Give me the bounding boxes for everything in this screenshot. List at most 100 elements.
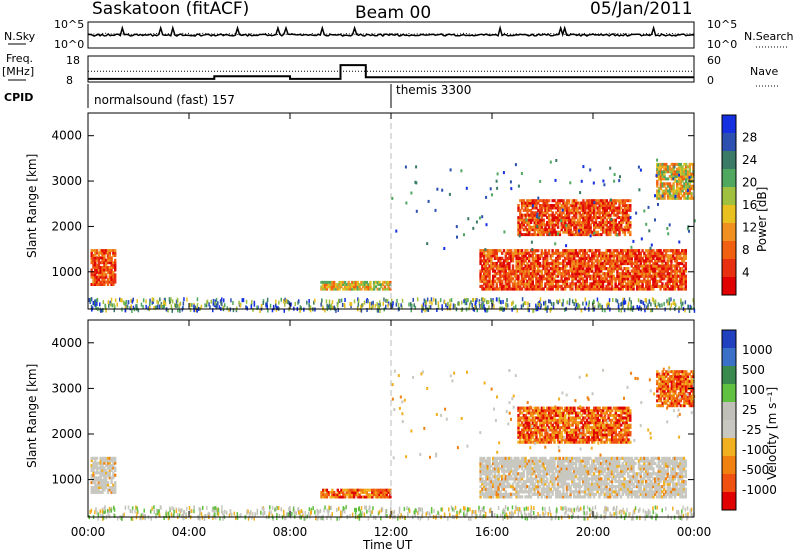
velocity-echo-cell bbox=[488, 456, 491, 460]
velocity-echo-cell bbox=[553, 459, 556, 463]
power-echo-cell bbox=[576, 223, 580, 227]
power-echo-cell bbox=[661, 184, 664, 188]
velocity-echo-cell bbox=[362, 488, 365, 492]
power-echo-cell bbox=[583, 279, 587, 283]
power-echo-cell bbox=[549, 221, 553, 224]
power-echo-cell bbox=[675, 284, 678, 288]
velocity-echo-cell bbox=[365, 495, 368, 499]
velocity-echo-cell bbox=[574, 469, 578, 473]
velocity-echo-cell bbox=[526, 485, 529, 489]
power-echo-cell bbox=[108, 280, 111, 284]
power-echo-cell bbox=[621, 259, 624, 263]
velocity-echo-cell bbox=[513, 477, 516, 481]
power-echo-cell bbox=[520, 218, 524, 222]
power-echo-cell bbox=[376, 280, 379, 284]
velocity-echo-cell bbox=[601, 459, 605, 463]
power-echo-cell bbox=[659, 196, 663, 200]
power-echo-cell bbox=[556, 287, 560, 291]
velocity-echo-cell bbox=[582, 477, 585, 481]
power-echo-cell bbox=[574, 269, 578, 273]
power-scatter-cell bbox=[132, 305, 135, 310]
power-echo-cell bbox=[668, 282, 671, 286]
velocity-echo-cell bbox=[360, 495, 363, 499]
power-echo-cell bbox=[582, 216, 585, 220]
power-echo-cell bbox=[685, 191, 688, 195]
velocity-echo-cell bbox=[605, 464, 608, 468]
power-echo-cell bbox=[654, 267, 657, 271]
power-speckle-cell bbox=[531, 204, 534, 208]
velocity-echo-cell bbox=[383, 495, 387, 499]
power-echo-cell bbox=[591, 218, 594, 222]
power-echo-cell bbox=[630, 264, 633, 268]
noise-panel: N.Sky 10^5 10^0 10^5 10^0 N.Search bbox=[4, 18, 794, 51]
power-speckle-cell bbox=[395, 229, 398, 233]
velocity-echo-cell bbox=[520, 472, 524, 476]
velocity-echo-cell bbox=[529, 490, 533, 494]
power-echo-cell bbox=[591, 287, 594, 291]
velocity-echo-cell bbox=[92, 456, 95, 460]
velocity-echo-cell bbox=[574, 482, 578, 486]
power-echo-cell bbox=[621, 254, 624, 258]
power-echo-cell bbox=[560, 251, 563, 255]
velocity-echo-cell bbox=[349, 495, 352, 499]
power-echo-cell bbox=[499, 287, 502, 291]
velocity-echo-cell bbox=[95, 478, 99, 482]
velocity-echo-cell bbox=[488, 474, 491, 478]
power-echo-cell bbox=[580, 254, 583, 258]
velocity-echo-cell bbox=[94, 486, 97, 489]
velocity-echo-cell bbox=[560, 464, 563, 468]
power-echo-cell bbox=[610, 269, 614, 273]
power-echo-cell bbox=[580, 206, 583, 210]
power-echo-cell bbox=[94, 280, 97, 284]
power-echo-cell bbox=[560, 272, 563, 276]
velocity-echo-cell bbox=[492, 461, 495, 466]
power-echo-cell bbox=[605, 279, 608, 283]
power-echo-cell bbox=[627, 272, 630, 276]
power-echo-cell bbox=[571, 269, 574, 273]
velocity-echo-cell bbox=[105, 464, 108, 468]
velocity-echo-cell bbox=[327, 491, 330, 494]
velocity-echo-cell bbox=[528, 495, 531, 499]
power-echo-cell bbox=[657, 167, 661, 171]
velocity-echo-cell bbox=[603, 467, 606, 471]
velocity-echo-cell bbox=[538, 467, 542, 471]
velocity-echo-cell bbox=[610, 477, 614, 481]
power-echo-cell bbox=[618, 287, 621, 291]
power-speckle-cell bbox=[472, 226, 475, 230]
power-echo-cell bbox=[571, 272, 574, 276]
power-echo-cell bbox=[692, 196, 695, 200]
velocity-echo-cell bbox=[569, 477, 572, 481]
power-echo-cell bbox=[593, 225, 596, 229]
power-echo-cell bbox=[628, 249, 632, 253]
power-echo-cell bbox=[575, 228, 578, 232]
power-echo-cell bbox=[323, 285, 327, 289]
power-echo-cell bbox=[493, 274, 497, 278]
power-echo-cell bbox=[529, 272, 533, 276]
power-echo-cell bbox=[481, 277, 484, 281]
power-echo-cell bbox=[547, 251, 551, 255]
velocity-echo-cell bbox=[374, 495, 378, 499]
power-echo-cell bbox=[481, 267, 484, 271]
velocity-echo-cell bbox=[609, 492, 612, 496]
power-echo-cell bbox=[603, 223, 607, 227]
power-echo-cell bbox=[628, 251, 632, 255]
power-echo-cell bbox=[519, 213, 522, 217]
velocity-echo-cell bbox=[592, 459, 596, 463]
power-echo-cell bbox=[95, 256, 99, 260]
velocity-echo-cell bbox=[564, 467, 567, 471]
velocity-echo-cell bbox=[336, 488, 339, 492]
power-echo-cell bbox=[616, 228, 619, 232]
power-scatter-cell bbox=[539, 305, 542, 310]
power-scatter-cell bbox=[661, 303, 663, 308]
velocity-echo-cell bbox=[378, 491, 381, 494]
velocity-echo-cell bbox=[94, 456, 97, 460]
velocity-echo-cell bbox=[567, 467, 570, 471]
power-echo-cell bbox=[681, 251, 684, 255]
power-echo-cell bbox=[591, 269, 594, 273]
power-echo-cell bbox=[574, 274, 578, 278]
power-echo-cell bbox=[567, 218, 571, 222]
velocity-echo-cell bbox=[92, 490, 95, 494]
power-scatter-cell bbox=[337, 307, 339, 312]
power-echo-cell bbox=[564, 272, 567, 276]
velocity-echo-cell bbox=[573, 456, 576, 460]
